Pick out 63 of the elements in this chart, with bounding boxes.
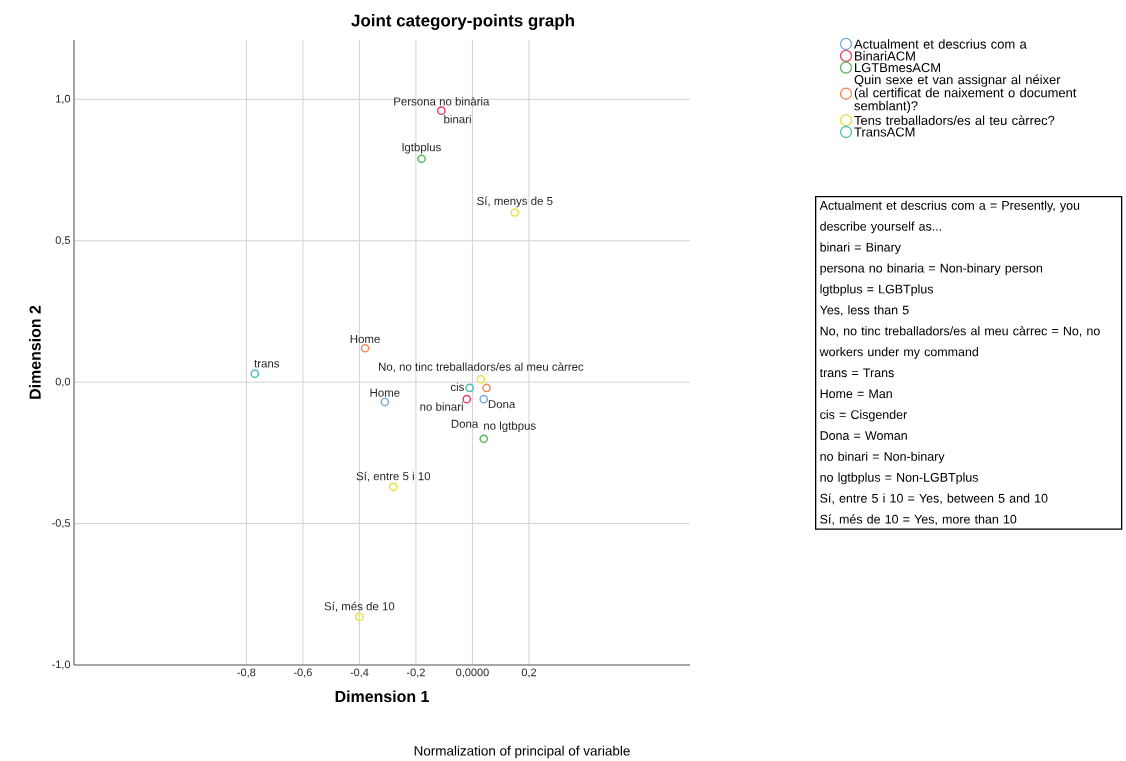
legend-label: LGTBmesACM [855, 63, 941, 73]
legend-label: Tens treballadors/es al teu càrrec? [854, 115, 1055, 125]
x-tick-label: 0,2 [521, 668, 537, 678]
annotation: No, no tinc treballadors/es al meu càrrec [379, 362, 584, 373]
y-tick-label: 0,5 [55, 236, 71, 246]
text: cis = Cisgender [820, 409, 907, 422]
annotation: Home [370, 388, 400, 397]
point [355, 612, 364, 622]
x-tick-label: 0,0000 [456, 668, 489, 678]
point [380, 397, 390, 407]
text: no lgtbplus = Non-LGBTplus [820, 472, 979, 485]
point [417, 154, 426, 164]
y-axis-title: Dimension 2 [29, 305, 41, 399]
annotation: no binari [420, 402, 463, 411]
y-tick-label: 1,0 [56, 94, 71, 104]
point [360, 343, 370, 353]
x-axis-title: Dimension 1 [335, 690, 429, 703]
legend-label: Quin sexe et van assignar al néixer (al certificat de naixement o document semblant)? [854, 74, 1077, 113]
legend-label: BinariACM [855, 51, 915, 61]
text: Actualment et descrius com a = Presently, you describe yourself as... [819, 200, 1080, 234]
point [388, 482, 398, 492]
legend-label: Actualment et descrius com a [854, 39, 1027, 49]
annotation: cis [450, 382, 464, 392]
annotation: Persona no binària [394, 96, 490, 106]
point [465, 383, 474, 393]
x-tick-label: -0,4 [350, 668, 369, 678]
text: no binari = Non-binary [820, 451, 945, 464]
annotation: no lgtbpus [484, 421, 536, 433]
text: persona no binaria = Non-binary person [820, 263, 1043, 275]
text: Dona = Woman [820, 431, 907, 440]
text: Normalization of principal of variable [414, 745, 630, 759]
point [479, 434, 489, 444]
point [462, 394, 472, 404]
point [510, 208, 520, 217]
text: Yes, less than 5 [819, 305, 909, 316]
point [437, 106, 446, 116]
text: trans = Trans [819, 368, 894, 378]
y-tick-label: -0,5 [52, 519, 71, 529]
text: Home = Man [820, 389, 892, 399]
annotation: Home [350, 335, 380, 344]
annotation: Sí, entre 5 i 10 [356, 471, 431, 482]
text: lgtbplus = LGBTplus [820, 284, 934, 296]
chart-title: Joint category-points graph [351, 14, 574, 30]
point [476, 375, 486, 384]
x-tick-label: -0,8 [237, 668, 256, 678]
annotation: Dona [488, 400, 516, 409]
annotation: binari [444, 114, 471, 124]
annotation: lgtbplus [402, 142, 441, 154]
y-tick-label: -1,0 [52, 660, 71, 670]
annotation: Sí, menys de 5 [477, 196, 553, 208]
annotation: Dona [451, 419, 479, 428]
annotation: Sí, més de 10 [324, 601, 395, 612]
point [250, 369, 260, 379]
text: Sí, més de 10 = Yes, more than 10 [820, 514, 1017, 526]
y-tick-label: 0,0 [55, 377, 71, 387]
point [482, 383, 491, 393]
text: binari = Binary [820, 242, 901, 255]
text: Sí, entre 5 i 10 = Yes, between 5 and 10 [820, 493, 1048, 505]
annotation: trans [254, 359, 280, 368]
x-tick-label: -0,6 [293, 668, 312, 678]
point [479, 394, 489, 404]
x-tick-label: -0,2 [406, 668, 425, 678]
legend-label: TransACM [854, 127, 915, 137]
